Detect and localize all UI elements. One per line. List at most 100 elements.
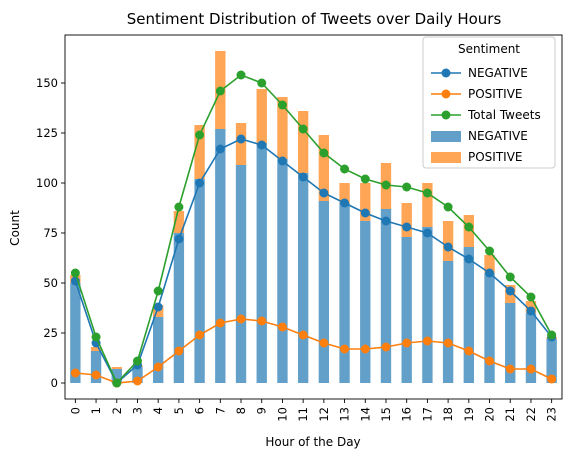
x-tick-label: 16 [400,407,414,422]
point-negative [236,134,246,144]
point-total-tweets [174,202,184,212]
point-total-tweets [112,378,122,388]
point-negative [277,156,287,166]
bar-positive [235,123,247,165]
legend-entry-label: Total Tweets [467,108,541,122]
bar-negative [360,221,371,383]
point-total-tweets [526,292,536,302]
x-tick-label: 22 [524,407,538,422]
x-tick-label: 2 [110,407,124,414]
point-negative [485,268,495,278]
point-total-tweets [505,272,515,282]
legend-box [422,36,556,169]
point-positive [422,336,432,346]
y-tick-label: 0 [51,376,58,390]
point-total-tweets [319,148,329,158]
bar-negative [318,201,330,383]
x-tick-label: 5 [172,407,186,414]
point-total-tweets [464,222,474,232]
x-tick-label: 9 [255,407,269,414]
legend-entry-label: POSITIVE [468,150,523,164]
point-positive [340,344,350,354]
point-positive [277,322,287,332]
point-negative [402,222,412,232]
y-tick-label: 150 [36,76,58,90]
point-negative [443,242,453,252]
point-positive [443,338,453,348]
bar-negative [484,273,495,383]
point-negative [319,188,329,198]
bar-positive [484,255,495,273]
legend-marker [441,89,451,99]
bar-positive [90,347,102,351]
bar-negative [505,303,516,383]
bar-positive [111,367,122,369]
bar-positive [422,183,433,227]
line-total-tweets [74,74,553,385]
bar-negative [546,339,557,383]
legend: Sentiment NEGATIVE POSITIVE Total Tweets NEG… [422,36,556,169]
line-layer [70,70,557,388]
x-tick-label: 13 [338,407,352,422]
bar-negative [153,317,164,383]
point-positive [381,342,391,352]
bar-negative [111,369,122,383]
point-negative [195,178,205,188]
y-tick-label: 25 [43,326,58,340]
bar-negative [215,129,226,383]
point-positive [298,330,308,340]
point-positive [547,374,557,384]
bar-negative [70,283,81,383]
point-positive [91,370,101,380]
bar-positive [297,111,309,173]
bar-negative [173,233,185,383]
point-positive [526,364,536,374]
point-negative [464,254,474,264]
point-positive [132,376,142,386]
bar-negative [235,165,247,383]
point-total-tweets [277,100,287,110]
bar-negative [90,351,102,383]
legend-patch [431,131,461,142]
bar-negative [297,173,309,383]
bar-positive [339,183,350,203]
point-negative [174,234,184,244]
point-total-tweets [340,164,350,174]
point-total-tweets [153,286,163,296]
x-tick-label: 1 [89,407,103,414]
bar-positive [256,89,267,143]
point-positive [236,314,246,324]
y-tick-label: 125 [36,126,58,140]
x-tick-label: 3 [130,407,144,414]
point-positive [195,330,205,340]
x-tick-label: 15 [379,407,393,422]
point-total-tweets [91,332,101,342]
bar-negative [132,367,143,383]
x-tick-label: 12 [317,407,331,422]
point-negative [422,228,432,238]
point-total-tweets [215,86,225,96]
point-total-tweets [257,78,267,88]
point-total-tweets [132,356,142,366]
bar-negative [339,203,350,383]
point-total-tweets [236,70,246,80]
point-positive [70,368,80,378]
y-axis-label: Count [8,210,22,246]
point-total-tweets [443,202,453,212]
point-total-tweets [360,174,370,184]
legend-title: Sentiment [458,42,520,56]
x-tick-label: 7 [213,407,227,414]
point-positive [505,364,515,374]
x-tick-label: 18 [441,407,455,422]
y-tick-label: 50 [43,276,58,290]
x-tick-label: 23 [545,407,559,422]
point-positive [215,318,225,328]
point-total-tweets [70,268,80,278]
point-total-tweets [298,124,308,134]
x-axis-label: Hour of the Day [265,435,360,449]
point-negative [215,144,225,154]
bar-positive [277,97,288,159]
x-tick-label: 21 [503,407,517,422]
